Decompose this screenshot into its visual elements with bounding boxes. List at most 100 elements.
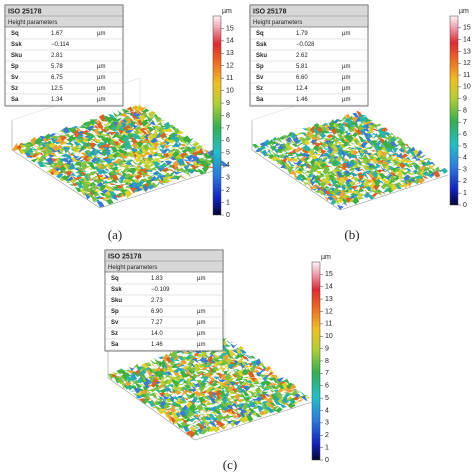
surface-patch <box>240 408 248 418</box>
surface-patch <box>437 167 445 172</box>
surface-patch <box>171 387 179 394</box>
surface-patch <box>216 413 224 423</box>
surface-patch <box>403 143 411 150</box>
surface-patch <box>40 164 48 169</box>
surface-patch <box>224 415 232 420</box>
surface-patch <box>282 378 291 386</box>
surface-patch <box>106 167 115 171</box>
param-value: 2.62 <box>296 53 308 59</box>
surface-patch <box>366 129 374 134</box>
surface-patch <box>140 160 148 167</box>
surface-patch <box>312 134 320 138</box>
colorbar-tick-label: 7 <box>463 119 467 126</box>
colorbar-unit: µm <box>459 8 469 15</box>
param-unit: µm <box>197 276 205 282</box>
surface-patch <box>377 129 385 136</box>
surface-patch <box>166 406 174 411</box>
param-name: Sa <box>11 97 19 103</box>
surface-patch <box>229 407 237 415</box>
surface-patch <box>340 135 348 142</box>
surface-patch <box>347 167 355 172</box>
surface-patch <box>258 149 266 154</box>
surface-patch <box>239 349 247 354</box>
surface-patch <box>289 139 297 145</box>
surface-patch <box>303 138 311 142</box>
surface-patch <box>55 145 63 150</box>
surface-patch <box>69 170 78 172</box>
surface-patch <box>225 395 233 402</box>
surface-patch <box>241 393 249 400</box>
surface-patch <box>151 113 159 120</box>
surface-patch <box>430 170 438 175</box>
surface-patch <box>144 391 152 396</box>
surface-patch <box>327 182 335 185</box>
surface-patch <box>75 156 84 161</box>
surface-patch <box>419 154 426 159</box>
surface-patch <box>89 170 98 176</box>
surface-patch <box>344 168 352 170</box>
surface-patch <box>306 126 313 134</box>
surface-patch <box>304 153 312 160</box>
surface-patch <box>166 165 175 169</box>
surface-patch <box>150 392 158 400</box>
surface-patch <box>126 125 135 131</box>
surface-patch <box>125 168 133 175</box>
surface-patch <box>102 146 111 151</box>
surface-patch <box>331 177 339 181</box>
surface-patch <box>278 380 287 385</box>
surface-patch <box>136 179 144 188</box>
surface-patch <box>418 173 426 180</box>
colorbar-tick-label: 12 <box>325 308 333 315</box>
surface-patch <box>308 183 316 191</box>
surface-patch <box>87 155 96 157</box>
surface-patch <box>312 164 320 171</box>
surface-patch <box>71 167 79 171</box>
colorbar-tick-label: 12 <box>463 60 471 67</box>
surface-patch <box>139 398 147 402</box>
surface-patch <box>335 141 343 144</box>
surface-patch <box>241 368 249 376</box>
surface-patch <box>181 379 190 383</box>
colorbar-tick-label: 8 <box>325 358 329 365</box>
surface-patch <box>206 419 214 427</box>
surface-patch <box>269 401 277 407</box>
surface <box>251 84 449 211</box>
surface-patch <box>360 128 368 131</box>
surface-patch <box>311 154 319 160</box>
surface-patch <box>205 386 214 393</box>
surface-patch <box>211 382 219 387</box>
surface-patch <box>153 369 162 378</box>
surface-patch <box>148 375 156 383</box>
surface-patch <box>158 148 166 152</box>
surface-patch <box>56 152 65 154</box>
surface-patch <box>408 170 416 175</box>
surface-patch <box>289 170 297 175</box>
param-value: 12.4 <box>296 86 308 92</box>
axis-box <box>107 348 313 441</box>
surface-patch <box>317 139 325 143</box>
surface-patch <box>404 156 412 162</box>
surface-patch <box>352 148 360 152</box>
surface-patch <box>339 174 347 179</box>
surface-patch <box>79 125 87 129</box>
surface-patch <box>32 145 40 148</box>
surface-patch <box>114 178 123 180</box>
param-name: Sa <box>256 97 264 103</box>
surface-patch <box>398 167 406 173</box>
surface-patch <box>132 122 141 126</box>
surface-patch <box>373 180 381 188</box>
surface-patch <box>267 382 275 386</box>
param-value: 1.67 <box>51 31 63 37</box>
surface-patch <box>266 148 273 153</box>
surface-patch <box>211 404 220 407</box>
surface-patch <box>288 160 295 167</box>
surface-patch <box>134 174 143 180</box>
surface-patch <box>204 364 213 368</box>
surface-patch <box>369 132 377 137</box>
surface-patch <box>202 422 210 428</box>
surface-patch <box>360 192 368 197</box>
surface-patch <box>129 167 138 176</box>
surface-patch <box>152 385 160 392</box>
surface-patch <box>168 361 176 366</box>
surface-patch <box>105 121 113 126</box>
